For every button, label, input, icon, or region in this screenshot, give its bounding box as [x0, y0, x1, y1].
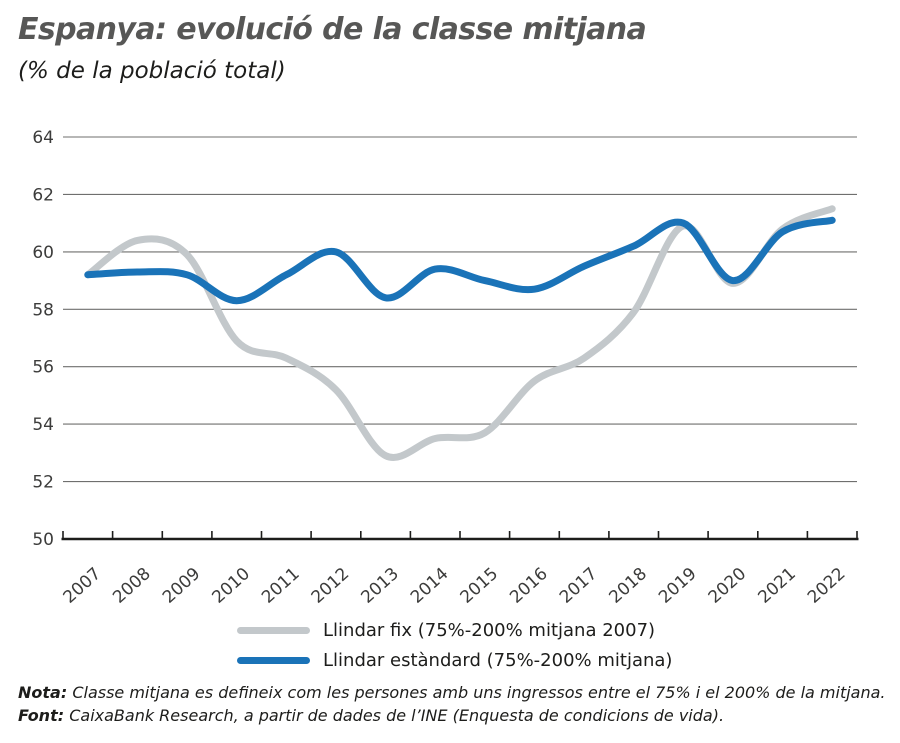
y-axis-label: 64 — [32, 128, 54, 148]
x-axis-label: 2022 — [804, 564, 850, 608]
legend-label-llindar-fix: Llindar fix (75%-200% mitjana 2007) — [323, 619, 656, 641]
x-axis-label: 2019 — [655, 564, 701, 608]
y-axis-label: 58 — [32, 300, 54, 320]
x-axis-label: 2013 — [357, 564, 403, 608]
legend-swatch-llindar-estandard — [237, 656, 310, 664]
y-axis-label: 62 — [32, 185, 54, 205]
x-axis-label: 2008 — [109, 564, 155, 608]
nota-label: Nota: — [18, 683, 68, 702]
x-axis-label: 2015 — [457, 564, 503, 608]
series-line-1 — [84, 216, 836, 305]
x-axis-label: 2014 — [407, 564, 453, 608]
legend-item-llindar-fix: Llindar fix (75%-200% mitjana 2007) — [237, 615, 672, 645]
x-axis-label: 2012 — [308, 564, 354, 608]
font-line: Font: CaixaBank Research, a partir de da… — [18, 704, 886, 727]
x-axis-label: 2016 — [506, 564, 552, 608]
x-axis-label: 2017 — [556, 564, 602, 608]
page-subtitle: (% de la població total) — [18, 58, 286, 84]
y-axis-label: 60 — [32, 243, 54, 263]
legend-item-llindar-estandard: Llindar estàndard (75%-200% mitjana) — [237, 645, 672, 675]
nota-text: Classe mitjana es defineix com les perso… — [67, 683, 886, 702]
x-axis-label: 2010 — [209, 564, 255, 608]
x-axis-label: 2018 — [606, 564, 652, 608]
y-axis-label: 50 — [32, 530, 54, 550]
y-axis-label: 54 — [32, 415, 54, 435]
chart-footnotes: Nota: Classe mitjana es defineix com les… — [18, 681, 886, 727]
page-title: Espanya: evolució de la classe mitjana — [18, 12, 647, 47]
chart-svg: 50 52 54 56 58 60 62 64 2007 2008 2009 2010 2011 2012… — [32, 128, 859, 608]
font-label: Font: — [18, 706, 65, 725]
legend: Llindar fix (75%-200% mitjana 2007) Llin… — [237, 615, 672, 675]
x-axis-label: 2011 — [258, 564, 304, 608]
y-axis-label: 56 — [32, 358, 54, 378]
x-axis-label: 2007 — [60, 564, 106, 608]
legend-label-llindar-estandard: Llindar estàndard (75%-200% mitjana) — [323, 649, 673, 671]
x-axis-label: 2021 — [754, 564, 800, 608]
font-text: CaixaBank Research, a partir de dades de… — [64, 706, 725, 725]
nota-line: Nota: Classe mitjana es defineix com les… — [18, 681, 886, 704]
x-axis-label: 2009 — [159, 564, 205, 608]
legend-swatch-llindar-fix — [237, 626, 310, 634]
x-axis-label: 2020 — [705, 564, 751, 608]
series-line-0 — [84, 205, 836, 461]
y-axis-label: 52 — [32, 473, 54, 493]
